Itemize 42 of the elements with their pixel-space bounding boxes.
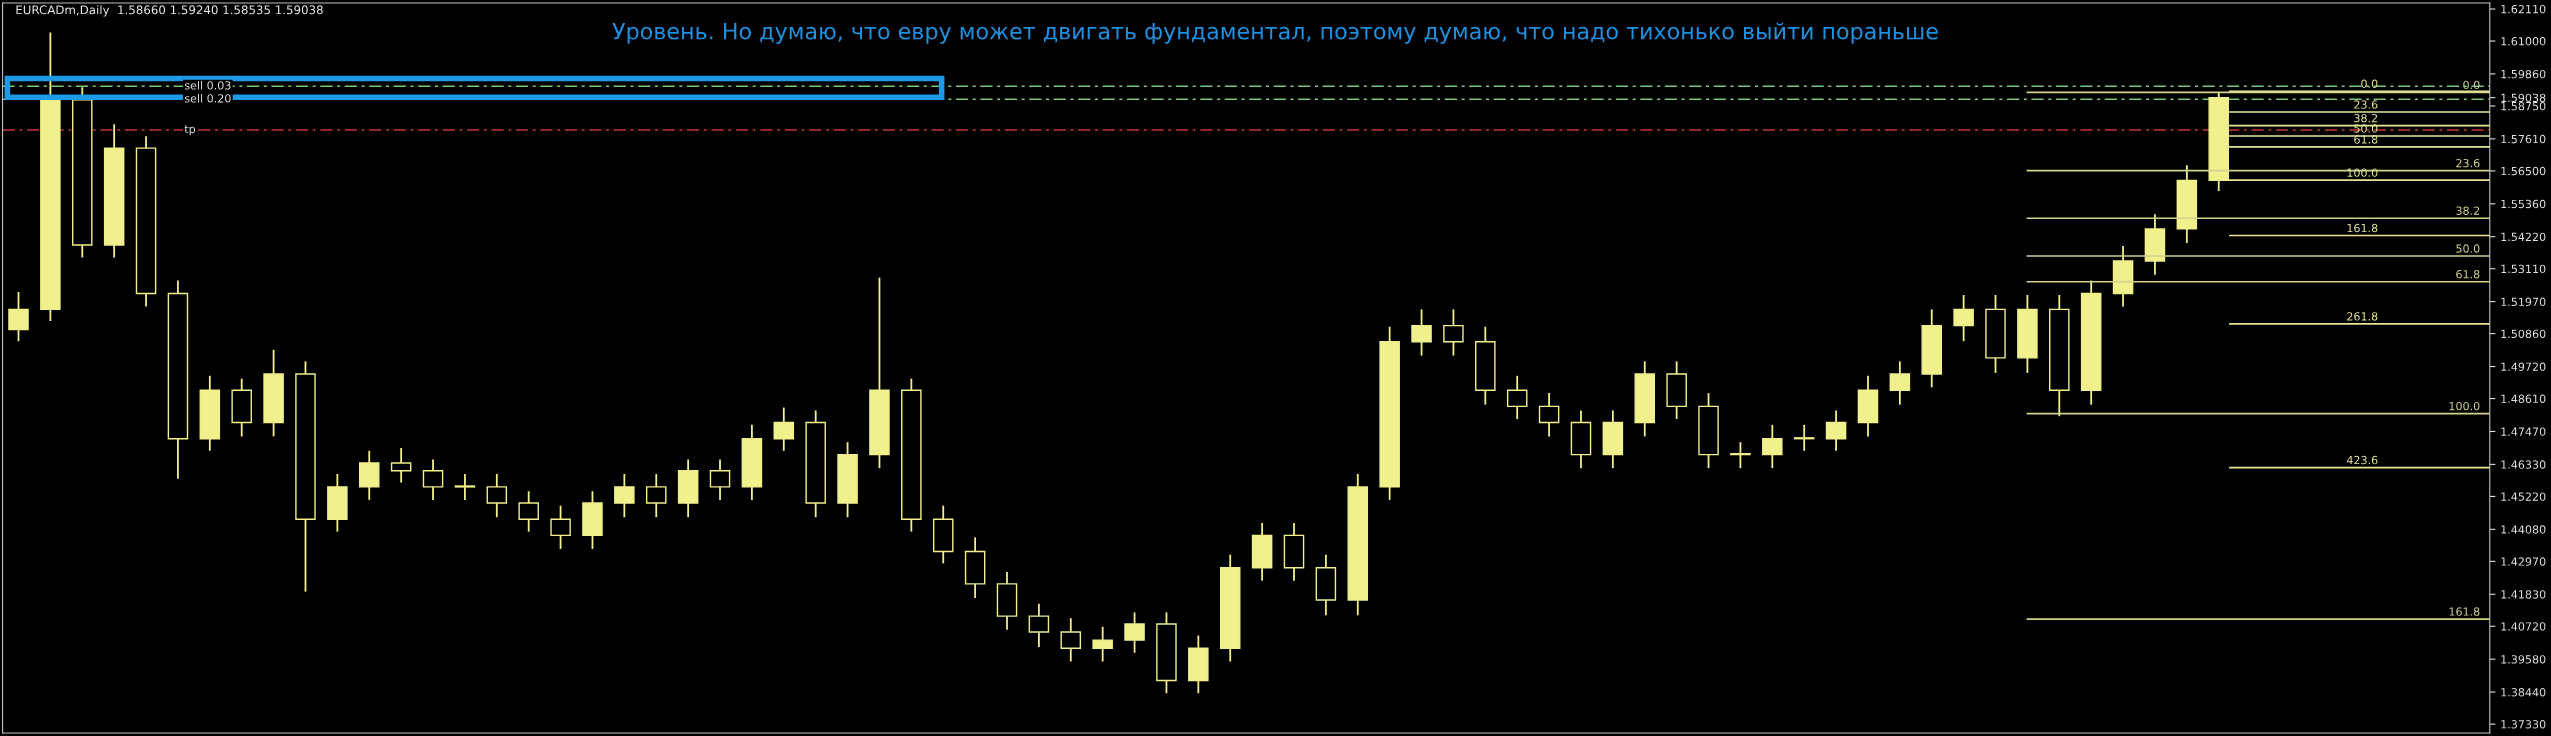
y-tick-label: 1.49720 [2501, 362, 2546, 371]
y-tick-label: 1.58750 [2501, 101, 2546, 111]
annotation: 100.0 [2449, 401, 2480, 411]
ref-line-label: sell 0.20 [184, 93, 231, 103]
y-tick-label: 1.48610 [2501, 394, 2546, 403]
y-tick-label: 1.47470 [2501, 427, 2546, 436]
y-tick-label: 1.59038 [2501, 93, 2546, 103]
y-tick-label: 1.42970 [2501, 557, 2546, 566]
y-tick-label: 1.53110 [2501, 264, 2546, 274]
annotation: 38.2 [2456, 206, 2480, 215]
y-tick-label: 1.45220 [2501, 492, 2546, 501]
annotation: 23.6 [2456, 158, 2480, 168]
annotation: 50.0 [2456, 244, 2480, 253]
ref-line-label: sell 0.03 [184, 80, 231, 90]
annotation: 61.8 [2354, 135, 2378, 144]
annotation: 161.8 [2347, 223, 2378, 233]
chart-title: EURCADm,Daily 1.58660 1.59240 1.58535 1.59038 [16, 5, 323, 17]
y-tick-label: 1.39580 [2501, 655, 2546, 664]
y-tick-label: 1.62110 [2501, 4, 2546, 14]
annotation: Уровень. Но думаю, что евру может двигать фундаментал, поэтому думаю, что надо тихонько выйти пораньше [612, 22, 1938, 44]
y-tick-label: 1.44080 [2501, 525, 2546, 534]
annotation: 23.6 [2354, 100, 2378, 109]
y-tick-label: 1.37330 [2501, 720, 2546, 729]
y-tick-label: 1.41830 [2501, 590, 2546, 599]
y-tick-label: 1.40720 [2501, 622, 2546, 631]
annotation: 61.8 [2456, 270, 2480, 279]
y-tick-label: 1.55360 [2501, 199, 2546, 209]
y-tick-label: 1.46330 [2501, 460, 2546, 469]
y-tick-label: 1.54220 [2501, 232, 2546, 242]
y-tick-label: 1.61000 [2501, 37, 2546, 46]
y-tick-label: 1.57610 [2501, 134, 2546, 144]
annotation: 423.6 [2346, 455, 2378, 465]
annotation: 161.8 [2449, 607, 2480, 616]
annotation: 0.0 [2361, 79, 2378, 88]
ref-line-label: tp [184, 125, 196, 136]
y-tick-label: 1.59860 [2501, 69, 2546, 79]
y-tick-label: 1.50860 [2501, 329, 2546, 339]
y-tick-label: 1.51970 [2501, 297, 2546, 307]
y-tick-label: 1.38440 [2501, 688, 2546, 697]
annotation: 38.2 [2354, 113, 2378, 123]
y-tick-label: 1.56500 [2501, 166, 2546, 176]
annotation: 261.8 [2347, 312, 2378, 321]
